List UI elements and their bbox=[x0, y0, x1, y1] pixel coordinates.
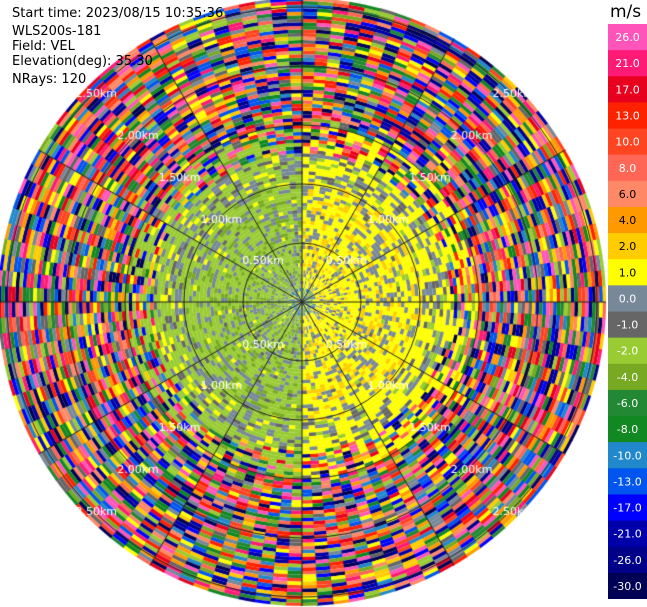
colorbar-tick-label: 26.0 bbox=[615, 31, 640, 44]
colorbar-tick-label: 0.0 bbox=[619, 292, 637, 305]
colorbar-segment bbox=[608, 546, 647, 574]
colorbar-segment bbox=[608, 24, 647, 51]
colorbar-segment bbox=[608, 468, 647, 495]
colorbar-segment bbox=[608, 285, 647, 312]
colorbar-tick-label: 2.0 bbox=[619, 240, 637, 253]
colorbar-tick-label: 4.0 bbox=[619, 214, 637, 227]
colorbar-tick-label: -4.0 bbox=[617, 371, 638, 384]
colorbar-tick-label: -21.0 bbox=[613, 528, 641, 541]
colorbar-segment bbox=[608, 76, 647, 103]
colorbar-tick-label: 6.0 bbox=[619, 188, 637, 201]
colorbar-tick-label: -2.0 bbox=[617, 345, 638, 358]
colorbar-segment bbox=[608, 102, 647, 130]
colorbar-tick-label: 21.0 bbox=[615, 57, 640, 70]
colorbar-segment bbox=[608, 180, 647, 208]
colorbar-segment bbox=[608, 233, 647, 260]
colorbar-tick-label: 1.0 bbox=[619, 266, 637, 279]
colorbar-segment bbox=[608, 442, 647, 469]
colorbar-segment bbox=[608, 416, 647, 443]
colorbar-segment bbox=[608, 520, 647, 548]
colorbar-tick-label: -8.0 bbox=[617, 423, 638, 436]
colorbar-segment bbox=[608, 572, 647, 599]
colorbar-segment bbox=[608, 50, 647, 77]
colorbar-unit-label: m/s bbox=[610, 2, 642, 22]
colorbar-tick-label: -6.0 bbox=[617, 397, 638, 410]
colorbar-segment bbox=[608, 363, 647, 391]
colorbar: 26.0 21.0 17.0 13.0 10.0 8.0 6.0 4.0 2.0 1.0 0.0 -1… bbox=[608, 24, 647, 599]
colorbar-tick-label: -13.0 bbox=[613, 475, 641, 488]
field-label: Field: VEL bbox=[12, 39, 75, 54]
colorbar-segment bbox=[608, 337, 647, 365]
colorbar-segment bbox=[608, 206, 647, 234]
colorbar-tick-label: 13.0 bbox=[615, 109, 640, 122]
colorbar-tick-label: 17.0 bbox=[615, 83, 640, 96]
colorbar-segment bbox=[608, 259, 647, 286]
colorbar-tick-label: -17.0 bbox=[613, 502, 641, 515]
colorbar-segment bbox=[608, 389, 647, 417]
colorbar-tick-label: -1.0 bbox=[617, 319, 638, 332]
colorbar-tick-label: 10.0 bbox=[615, 136, 640, 149]
colorbar-segment bbox=[608, 154, 647, 182]
colorbar-tick-label: -30.0 bbox=[613, 580, 641, 593]
colorbar-segment bbox=[608, 311, 647, 339]
elevation-label: Elevation(deg): 35.30 bbox=[12, 54, 153, 69]
colorbar-segment bbox=[608, 494, 647, 522]
colorbar-tick-label: -10.0 bbox=[613, 449, 641, 462]
instrument-label: WLS200s-181 bbox=[12, 24, 102, 39]
start-time-label: Start time: 2023/08/15 10:35:36 bbox=[12, 6, 224, 21]
colorbar-segment bbox=[608, 128, 647, 156]
colorbar-tick-label: -26.0 bbox=[613, 554, 641, 567]
colorbar-tick-label: 8.0 bbox=[619, 162, 637, 175]
nrays-label: NRays: 120 bbox=[12, 72, 87, 87]
